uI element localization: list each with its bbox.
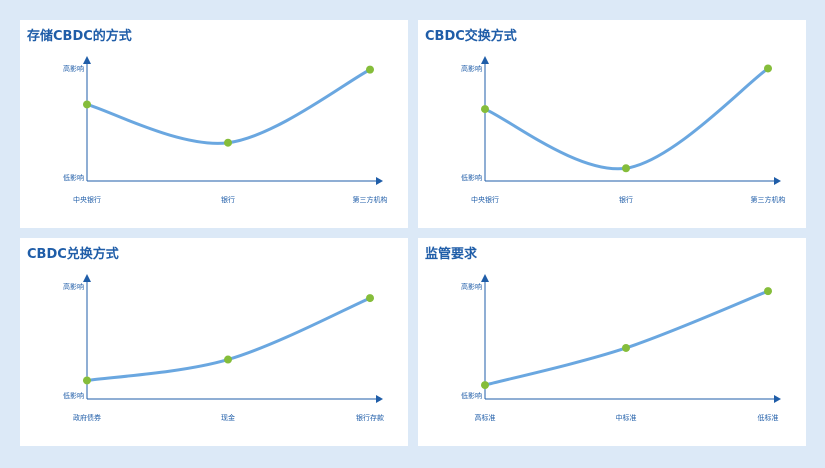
data-point	[224, 138, 232, 147]
x-axis-arrow	[376, 177, 383, 185]
x-tick-label: 银行	[619, 195, 633, 204]
x-axis-arrow	[774, 395, 781, 403]
y-tick-label-low: 低影响	[461, 391, 482, 400]
data-point	[764, 287, 772, 296]
x-tick-label: 中央银行	[471, 195, 499, 204]
y-tick-label-low: 低影响	[63, 391, 84, 400]
y-axis-arrow	[481, 274, 489, 282]
chart-title: 存储CBDC的方式	[27, 29, 132, 44]
y-tick-label-high: 高影响	[461, 282, 482, 291]
x-tick-label: 政府债券	[73, 413, 101, 422]
y-tick-label-high: 高影响	[461, 64, 482, 73]
chart-title: CBDC兑换方式	[27, 247, 119, 262]
x-tick-label: 银行	[221, 195, 235, 204]
data-point	[366, 294, 374, 303]
x-tick-label: 银行存款	[356, 413, 384, 422]
x-tick-label: 中央银行	[73, 195, 101, 204]
y-axis-arrow	[83, 274, 91, 282]
data-point	[622, 164, 630, 173]
chart-panel-redemption: CBDC兑换方式 高影响低影响政府债券 现金 银行存款	[20, 238, 408, 446]
chart-title: 监管要求	[425, 247, 478, 262]
data-point	[622, 343, 630, 352]
data-point	[481, 105, 489, 114]
chart-panel-regulation: 监管要求 高影响低影响高标准 中标准 低标准	[418, 238, 806, 446]
series-line	[85, 68, 372, 145]
x-tick-label: 第三方机构	[353, 195, 388, 204]
chart-panel-exchange: CBDC交换方式 高影响低影响中央银行 银行 第三方机构	[418, 20, 806, 228]
y-tick-label-high: 高影响	[63, 282, 84, 291]
x-axis-arrow	[376, 395, 383, 403]
data-point	[764, 64, 772, 73]
x-axis-arrow	[774, 177, 781, 185]
series-line	[85, 296, 372, 382]
data-point	[366, 65, 374, 74]
x-tick-label: 中标准	[616, 413, 637, 422]
y-tick-label-high: 高影响	[63, 64, 84, 73]
data-point	[481, 381, 489, 390]
x-tick-label: 第三方机构	[751, 195, 786, 204]
chart-panel-storage: 存储CBDC的方式 高影响低影响中央银行 银行 第三方机构	[20, 20, 408, 228]
chart-title: CBDC交换方式	[425, 29, 517, 44]
y-tick-label-low: 低影响	[461, 173, 482, 182]
data-point	[224, 355, 232, 364]
series-line	[483, 289, 770, 387]
x-tick-label: 现金	[221, 413, 235, 422]
x-tick-label: 低标准	[758, 413, 779, 422]
y-axis-arrow	[83, 56, 91, 64]
data-point	[83, 100, 91, 109]
y-axis-arrow	[481, 56, 489, 64]
x-tick-label: 高标准	[475, 413, 496, 422]
series-line	[483, 66, 770, 171]
y-tick-label-low: 低影响	[63, 173, 84, 182]
data-point	[83, 376, 91, 385]
